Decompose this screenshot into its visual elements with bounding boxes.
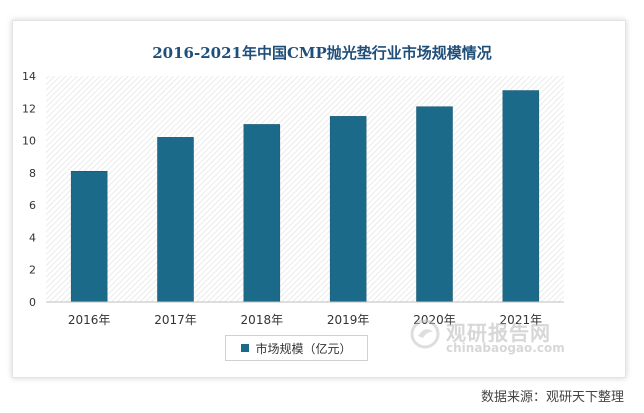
y-tick-label: 12 [22,102,36,115]
watermark: 观研报告网 chinabaogao.com [410,317,580,357]
bar-2019年 [329,116,367,303]
x-tick-label: 2021年 [500,313,543,327]
plot-area [46,76,564,302]
y-tick-label: 4 [29,231,36,244]
x-tick-label: 2019年 [327,313,370,327]
x-tick-label: 2016年 [68,313,111,327]
legend-swatch [241,344,250,352]
y-tick-label: 0 [29,296,36,309]
y-tick-label: 8 [29,167,36,180]
bar-2016年 [70,170,108,303]
legend-label: 市场规模（亿元） [255,341,352,356]
legend: 市场规模（亿元） [225,335,368,361]
y-tick-label: 10 [22,135,36,148]
bar-2021年 [502,90,540,303]
source-note: 数据来源：观研天下整理 [480,390,624,405]
y-tick-label: 2 [29,264,36,277]
watermark-logo-icon [410,319,440,349]
chart-title: 2016-2021年中国CMP抛光垫行业市场规模情况 [152,44,492,62]
bar-2018年 [243,124,281,303]
x-tick-label: 2017年 [154,313,197,327]
bar-2020年 [416,106,453,303]
x-tick-label: 2018年 [241,313,284,327]
y-tick-label: 6 [29,199,36,212]
bar-2017年 [157,137,194,303]
x-tick-label: 2020年 [413,313,456,327]
watermark-domain: chinabaogao.com [446,341,565,355]
y-tick-label: 14 [22,70,36,83]
watermark-name: 观研报告网 [446,321,551,345]
